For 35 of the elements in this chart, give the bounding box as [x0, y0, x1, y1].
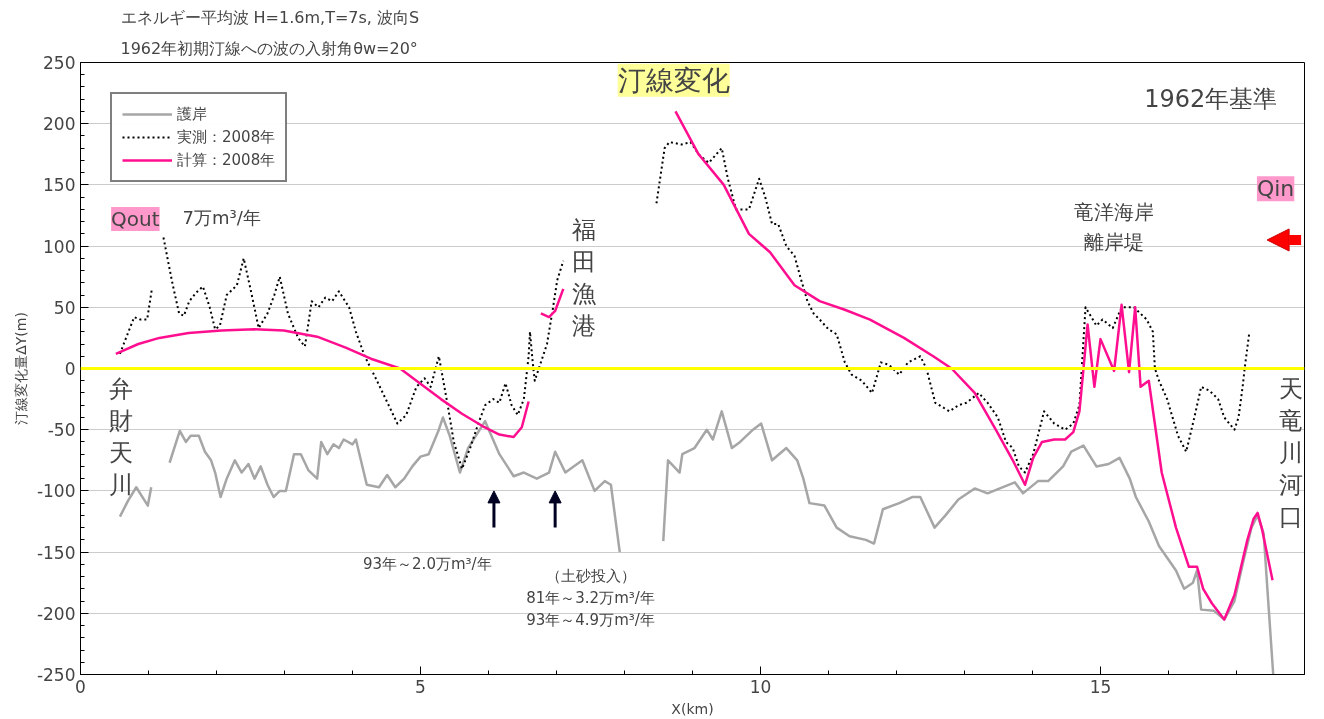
legend-label: 計算：2008年 — [177, 150, 276, 170]
y-tick-label: -250 — [36, 665, 76, 685]
annotation: 93年～4.9万m³/年 — [526, 610, 655, 629]
annotation: 93年～2.0万m³/年 — [362, 554, 492, 573]
y-tick-label: 250 — [43, 53, 76, 73]
annotation: Qout — [111, 206, 160, 231]
x-tick-label: 15 — [1089, 676, 1112, 697]
annotation: 竜洋海岸 — [1074, 199, 1155, 224]
annotation: 天竜川河口 — [1278, 374, 1303, 532]
annotation: 7万m³/年 — [182, 206, 261, 228]
y-tick-label: 200 — [43, 114, 76, 135]
legend-label: 護岸 — [177, 104, 207, 124]
x-tick-label: 5 — [415, 676, 426, 697]
annotation: 汀線変化 — [617, 63, 730, 97]
x-tick-label: 10 — [749, 676, 772, 697]
annotation: 81年～3.2万m³/年 — [526, 588, 655, 607]
y-tick-label: -200 — [36, 603, 76, 624]
annotation: 弁財天川 — [109, 374, 134, 500]
y-tick-label: 50 — [53, 297, 76, 318]
y-axis-title: 汀線変化量ΔY(m) — [12, 312, 29, 425]
y-tick-label: 0 — [64, 359, 76, 379]
legend-label: 実測：2008年 — [177, 127, 276, 147]
annotation: （土砂投入） — [545, 566, 636, 585]
y-tick-label: 100 — [43, 236, 76, 257]
chart-subtitle: 1962年初期汀線への波の入射角θw=20° — [120, 38, 418, 58]
annotation: 離岸堤 — [1084, 230, 1145, 255]
y-tick-label: -150 — [36, 542, 76, 563]
y-tick-label: -50 — [47, 420, 76, 441]
x-axis-title: X(km) — [671, 700, 714, 717]
chart-title: エネルギー平均波 H=1.6m,T=7s, 波向S — [120, 7, 420, 27]
annotation: Qin — [1256, 176, 1295, 202]
y-tick-label: 150 — [43, 175, 76, 196]
annotation: 1962年基準 — [1144, 84, 1278, 113]
annotation: 福田漁港 — [571, 215, 596, 341]
y-tick-label: -100 — [36, 481, 76, 502]
